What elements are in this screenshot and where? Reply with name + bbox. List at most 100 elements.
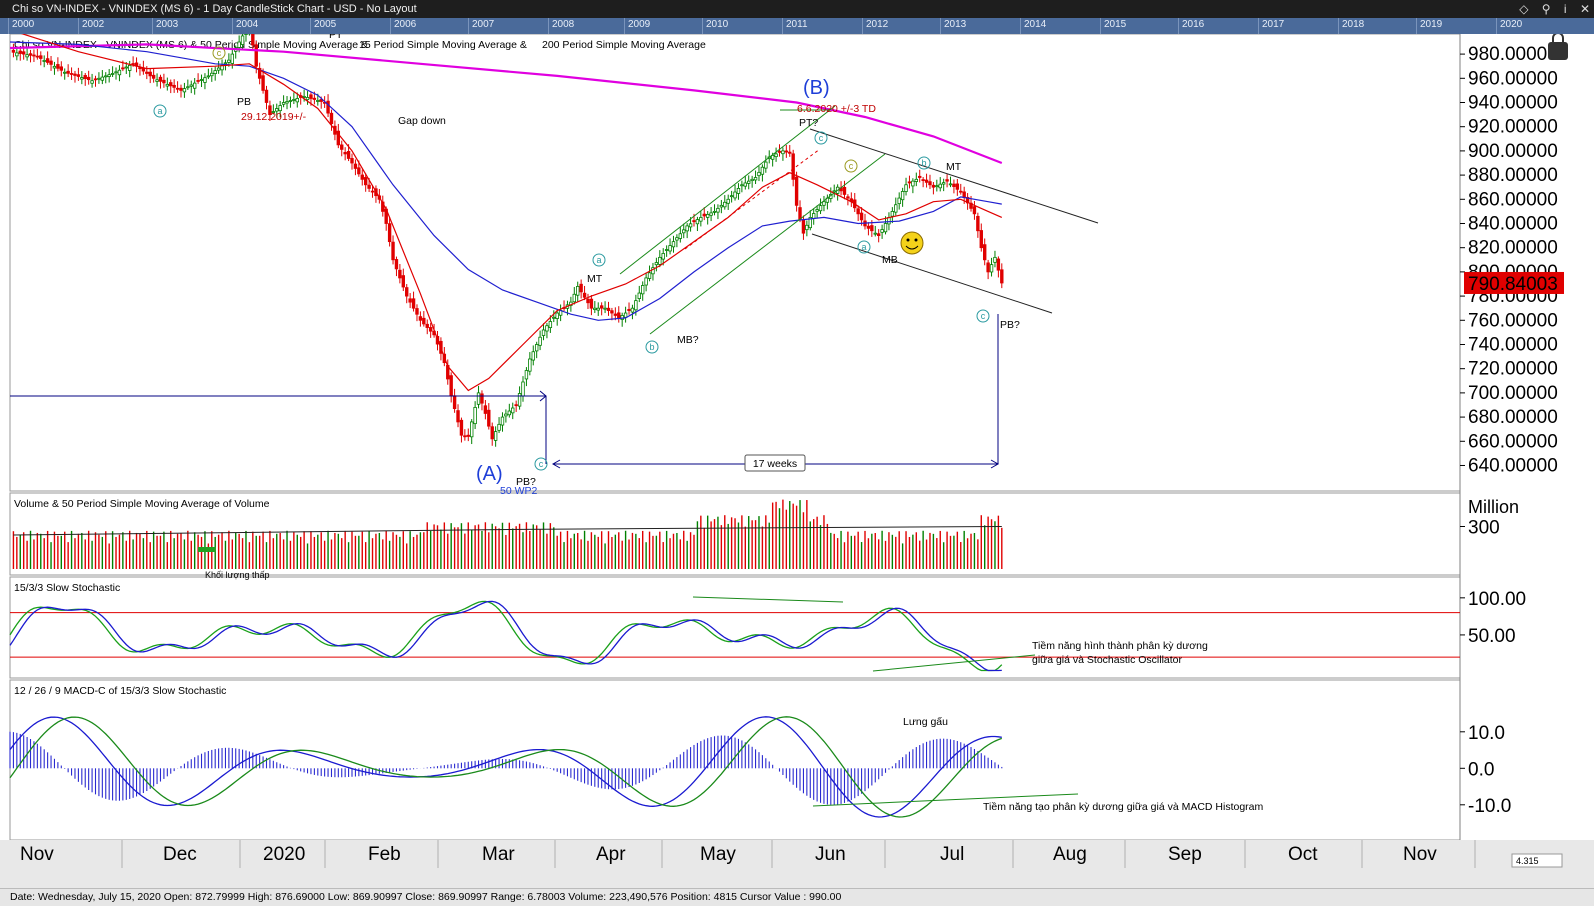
timeline-year[interactable]: 2014	[1024, 19, 1046, 30]
candle-body	[730, 196, 733, 197]
candle-body	[214, 71, 217, 74]
candle-body	[412, 299, 415, 308]
candle-body	[727, 199, 730, 203]
candle-body	[587, 299, 590, 303]
candle-body	[659, 257, 662, 264]
price-tick-label: 640.00000	[1468, 455, 1558, 476]
candle-body	[87, 77, 90, 79]
timeline-year[interactable]: 2012	[866, 19, 888, 30]
candle-body	[146, 72, 149, 73]
timeline-year[interactable]: 2006	[394, 19, 416, 30]
candle-body	[983, 245, 986, 260]
candle-body	[611, 311, 614, 313]
candle-body	[929, 182, 932, 185]
macd-tick-label: 10.0	[1468, 723, 1505, 744]
close-icon[interactable]: ✕	[1580, 2, 1590, 16]
timeline-tick	[548, 18, 549, 34]
candle-body	[477, 393, 480, 404]
candle-body	[347, 151, 350, 158]
timeline-year[interactable]: 2002	[82, 19, 104, 30]
pin-icon[interactable]: ⚲	[1542, 2, 1551, 16]
candle-body	[573, 294, 576, 301]
candle-body	[484, 406, 487, 414]
timeline-year[interactable]: 2003	[156, 19, 178, 30]
candle-body	[498, 424, 501, 430]
timeline-year[interactable]: 2010	[706, 19, 728, 30]
price-tick-label: 860.00000	[1468, 189, 1558, 210]
candle-body	[60, 67, 63, 70]
candle-body	[621, 315, 624, 319]
candle-body	[330, 113, 333, 123]
wave-label-c2-text: c	[981, 311, 986, 321]
candle-body	[36, 56, 39, 57]
price-tick-label: 920.00000	[1468, 117, 1558, 138]
history-timeline[interactable]: 2000 2002 2003 2004 2005 2006 2007 2008 2009 2010…	[0, 18, 1594, 34]
wave-label-c-text: c	[539, 459, 544, 469]
macd-tick-label: -10.0	[1468, 796, 1511, 817]
candle-body	[29, 54, 32, 56]
timeline-tick	[8, 18, 9, 34]
x-month-label: Apr	[596, 844, 626, 865]
candle-body	[905, 185, 908, 192]
x-month-label: 2020	[263, 844, 305, 865]
candle-body	[98, 78, 101, 79]
candle-body	[94, 79, 97, 80]
timeline-year[interactable]: 2008	[552, 19, 574, 30]
price-tick-label: 740.00000	[1468, 334, 1558, 355]
candle-body	[594, 308, 597, 309]
x-month-label: May	[700, 844, 736, 865]
timeline-year[interactable]: 2013	[944, 19, 966, 30]
candle-body	[470, 422, 473, 437]
timeline-year[interactable]: 2004	[236, 19, 258, 30]
candle-body	[176, 88, 179, 89]
candle-body	[539, 337, 542, 345]
timeline-year[interactable]: 2015	[1104, 19, 1126, 30]
timeline-tick	[1020, 18, 1021, 34]
candle-body	[344, 152, 347, 154]
macd-mid-label: Lưng gấu	[903, 716, 948, 728]
timeline-year[interactable]: 2000	[12, 19, 34, 30]
price-tick-label: 720.00000	[1468, 359, 1558, 380]
timeline-year[interactable]: 2005	[314, 19, 336, 30]
candle-body	[505, 414, 508, 416]
candle-body	[963, 192, 966, 198]
candle-body	[46, 59, 49, 63]
candle-body	[994, 257, 997, 262]
candle-body	[734, 192, 737, 198]
candle-body	[901, 191, 904, 199]
volume-highlight	[198, 547, 216, 552]
timeline-year[interactable]: 2018	[1342, 19, 1364, 30]
candle-body	[806, 225, 809, 229]
timeline-year[interactable]: 2016	[1182, 19, 1204, 30]
price-tick-label: 660.00000	[1468, 431, 1558, 452]
candle-body	[778, 151, 781, 152]
diamond-icon[interactable]: ◇	[1519, 2, 1528, 16]
candle-body	[877, 234, 880, 236]
candle-body	[761, 167, 764, 174]
candle-body	[183, 89, 186, 92]
candle-body	[628, 309, 631, 310]
timeline-year[interactable]: 2011	[786, 19, 808, 30]
timeline-year[interactable]: 2007	[472, 19, 494, 30]
candle-body	[327, 101, 330, 113]
candle-body	[802, 220, 805, 233]
info-icon[interactable]: i	[1564, 2, 1567, 16]
candle-body	[460, 420, 463, 435]
candle-body	[416, 309, 419, 315]
wave-label-a3-text: a	[861, 242, 866, 252]
candle-body	[224, 63, 227, 64]
timeline-year[interactable]: 2009	[628, 19, 650, 30]
timeline-year[interactable]: 2019	[1420, 19, 1442, 30]
stoch-tick-label: 50.00	[1468, 626, 1516, 647]
candle-body	[180, 88, 183, 90]
chart-area[interactable]: 980.00000960.00000940.00000920.00000900.…	[0, 34, 1594, 888]
candle-body	[210, 73, 213, 75]
candle-body	[84, 75, 87, 78]
timeline-year[interactable]: 2017	[1262, 19, 1284, 30]
timeline-year[interactable]: 2020	[1500, 19, 1522, 30]
candle-body	[409, 299, 412, 302]
candle-body	[912, 181, 915, 186]
candle-body	[669, 246, 672, 251]
timeline-tick	[1100, 18, 1101, 34]
candle-body	[799, 208, 802, 220]
